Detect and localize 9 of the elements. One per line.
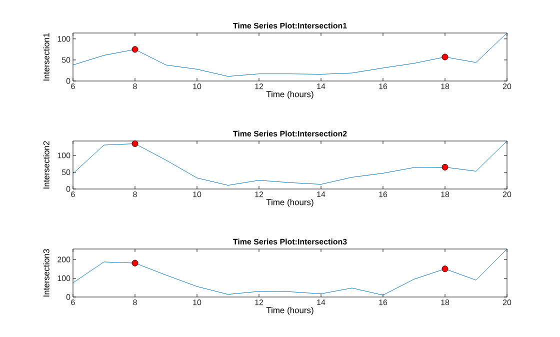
x-axis-title: Time (hours) <box>266 90 314 99</box>
line-series <box>72 248 508 296</box>
line-series <box>72 32 508 77</box>
x-axis-title: Time (hours) <box>266 307 314 315</box>
y-axis-title: Intersection2 <box>43 141 50 188</box>
y-axis-title: Intersection3 <box>43 249 50 296</box>
x-axis-title: Time (hours) <box>266 198 314 207</box>
y-axis-title: Intersection1 <box>43 33 50 80</box>
line-series <box>72 140 508 186</box>
